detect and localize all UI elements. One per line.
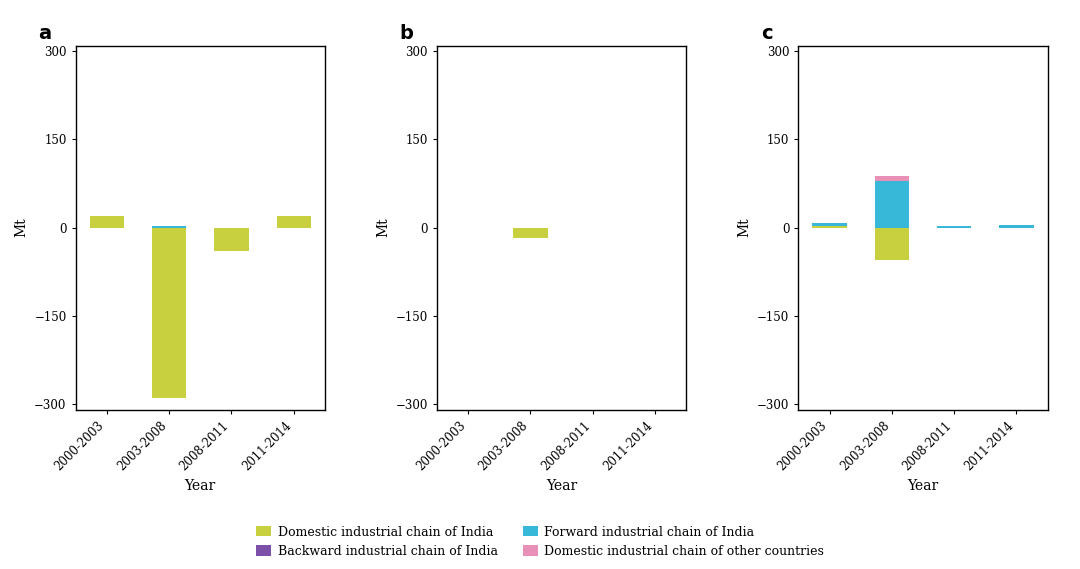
Bar	[214, 228, 248, 251]
Y-axis label: Mt: Mt	[15, 218, 29, 237]
Bar	[812, 224, 847, 226]
Bar	[812, 226, 847, 228]
Y-axis label: Mt: Mt	[376, 218, 390, 237]
Text: c: c	[761, 24, 772, 43]
Bar	[999, 225, 1034, 228]
Bar	[875, 176, 909, 180]
X-axis label: Year: Year	[546, 479, 577, 493]
Bar	[276, 216, 311, 228]
X-axis label: Year: Year	[185, 479, 216, 493]
Bar	[513, 228, 548, 238]
Bar	[875, 180, 909, 228]
Bar	[90, 216, 124, 228]
Text: b: b	[400, 24, 414, 43]
Bar	[875, 228, 909, 260]
Y-axis label: Mt: Mt	[738, 218, 752, 237]
Bar	[152, 226, 186, 228]
Text: a: a	[38, 24, 52, 43]
X-axis label: Year: Year	[907, 479, 939, 493]
Bar	[937, 226, 971, 228]
Legend: Domestic industrial chain of India, Backward industrial chain of India, Forward : Domestic industrial chain of India, Back…	[252, 521, 828, 563]
Bar	[152, 228, 186, 398]
